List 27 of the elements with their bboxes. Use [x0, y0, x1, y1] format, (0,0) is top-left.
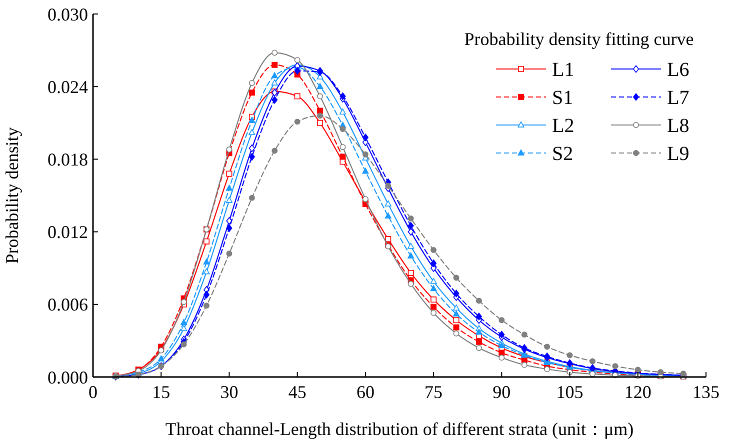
legend-label: L8	[667, 115, 690, 137]
legend-label: L6	[667, 59, 690, 81]
x-tick-label: 75	[424, 382, 443, 402]
legend-title: Probability density fitting curve	[464, 29, 694, 49]
x-tick-label: 0	[88, 382, 98, 402]
y-tick-label: 0.006	[48, 294, 88, 315]
y-tick-label: 0.012	[48, 222, 88, 242]
y-axis-title: Probability density	[2, 127, 22, 264]
legend-label: L2	[552, 115, 574, 137]
x-tick-label: 120	[624, 382, 652, 402]
y-tick-label: 0.030	[48, 4, 88, 24]
legend-label: L9	[667, 143, 690, 165]
x-tick-label: 90	[492, 382, 511, 402]
y-tick-label: 0.024	[48, 76, 88, 97]
x-tick-label: 15	[152, 382, 170, 402]
x-axis-title: Throat channel-Length distribution of different strata (unit：μm)	[165, 419, 634, 439]
y-tick-label: 0.018	[48, 150, 88, 170]
x-tick-label: 45	[288, 382, 306, 402]
x-tick-label: 30	[220, 382, 238, 402]
x-tick-label: 135	[692, 382, 720, 402]
legend-label: L1	[552, 59, 574, 81]
legend-label: L7	[667, 87, 690, 109]
legend-label: S1	[552, 87, 574, 109]
x-tick-label: 105	[556, 382, 584, 402]
legend-label: S2	[552, 143, 574, 165]
x-tick-label: 60	[356, 382, 374, 402]
y-tick-label: 0.000	[48, 367, 88, 388]
